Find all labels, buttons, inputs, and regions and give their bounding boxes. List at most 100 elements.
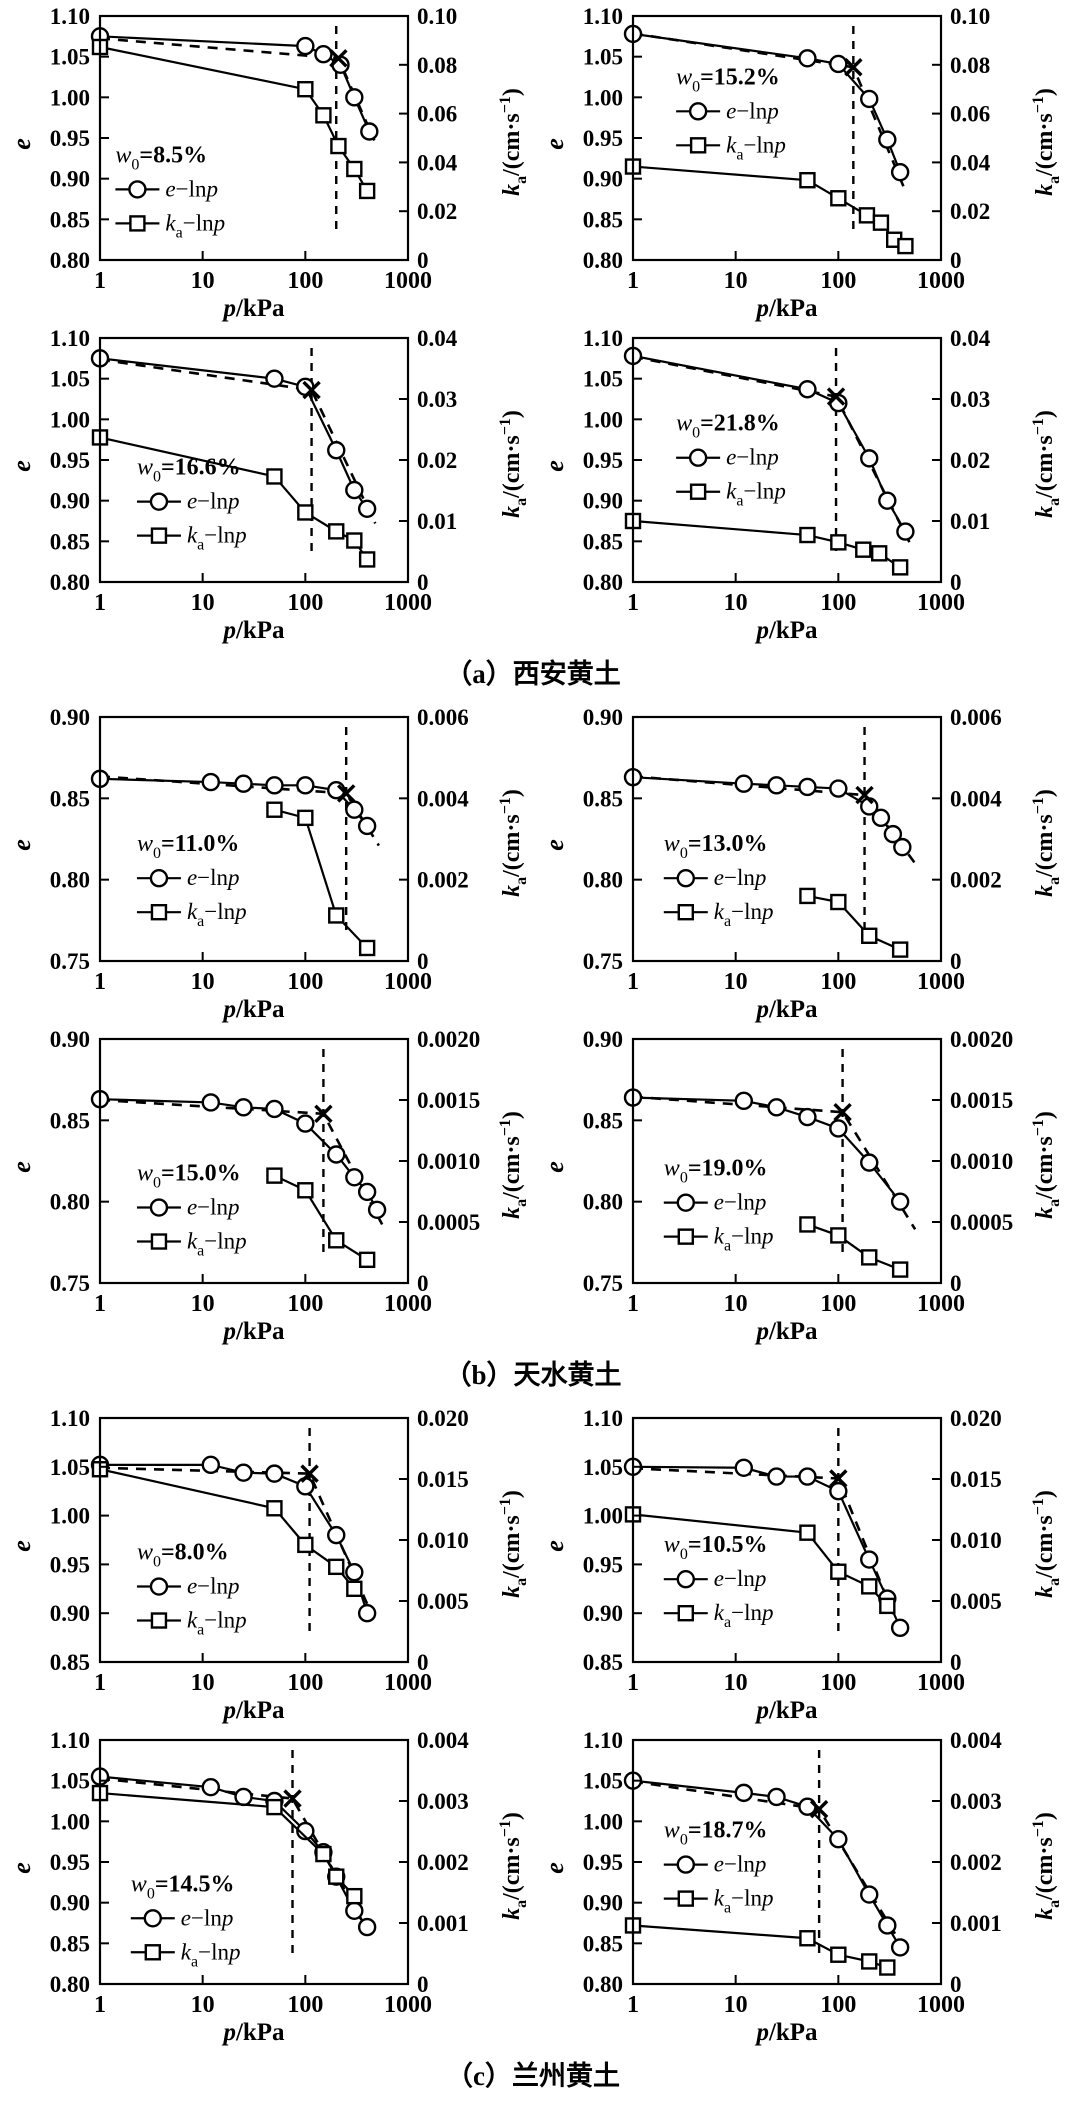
marker-circle [829, 1481, 848, 1501]
y-tick-label-right: 0.03 [950, 387, 990, 412]
y-tick-label-left: 0.80 [583, 868, 623, 893]
subplot-tianshui-w11.0: 0.75 0.80 0.85 0.90 0 0.002 0.004 0.006 1 10 100 10… [7, 705, 530, 1023]
x-tick-label: 10 [191, 1291, 215, 1317]
marker-square [830, 534, 847, 551]
axes-box [98, 715, 410, 963]
marker-circle [345, 480, 364, 500]
x-axis-label: p/kPa [754, 996, 818, 1023]
legend-entry-ka-lnp: ka−lnp [726, 132, 786, 163]
section-b-caption: （b）天水黄土 [444, 1360, 622, 1390]
marker-square [689, 137, 707, 154]
marker-square [872, 214, 890, 231]
x-tick-label: 10 [191, 268, 215, 294]
subplot-lanzhou-w8.0: 0.85 0.90 0.95 1.00 1.05 1.10 0 0.005 0.010 0.015… [7, 1406, 530, 1724]
x-tick-label: 100 [820, 1992, 856, 2018]
y-tick-label-left: 0.75 [583, 1271, 623, 1296]
y-tick-label-left: 0.90 [583, 1891, 623, 1916]
marker-circle [357, 499, 377, 519]
chart-group: 0.80 0.85 0.90 0.95 1.00 1.05 1.10 0 0.02 0.04 0.0… [7, 4, 530, 322]
marker-circle [767, 1098, 786, 1117]
marker-circle [296, 1477, 315, 1496]
subplot-lanzhou-w14.5: 0.80 0.85 0.90 0.95 1.00 1.05 1.10 0 0.001 0.002 0… [7, 1728, 530, 2046]
y-tick-label-left: 0.95 [50, 126, 90, 151]
y-tick-label-left: 0.85 [50, 786, 90, 811]
y-axis-label-left: e [7, 839, 36, 851]
marker-square [315, 107, 332, 124]
y-axis-label-right: ka/(cm·s−1) [497, 1812, 530, 1920]
y-tick-label-right: 0.02 [950, 199, 990, 224]
y-tick-label-right: 0 [950, 1650, 962, 1675]
yield-cross-marker [300, 1464, 319, 1483]
marker-circle [314, 45, 333, 64]
y-tick-label-left: 1.05 [583, 45, 623, 70]
x-tick-label: 1 [627, 1670, 639, 1696]
marker-square [830, 1227, 847, 1244]
subplot-tianshui-w19.0: 0.75 0.80 0.85 0.90 0 0.0005 0.0010 0.0015 0.002… [540, 1027, 1063, 1345]
marker-square [266, 1798, 283, 1816]
y-tick-label-left: 0.90 [583, 489, 623, 514]
y-tick-label-left: 0.75 [50, 949, 90, 974]
y-axis-label-left: e [7, 1540, 36, 1552]
legend-water-content: w0=19.0% [664, 1156, 768, 1187]
legend-entry-e-lnp: e−lnp [187, 865, 240, 890]
marker-square [328, 523, 345, 540]
legend-water-content: w0=15.2% [676, 64, 780, 95]
x-tick-label: 1 [627, 1291, 639, 1317]
marker-circle [871, 808, 891, 828]
y-tick-label-right: 0.0015 [950, 1088, 1013, 1113]
dashed-fit-line [99, 358, 377, 525]
marker-square [799, 526, 816, 544]
y-tick-label-right: 0.015 [950, 1467, 1002, 1492]
marker-circle [798, 1107, 817, 1127]
marker-square [799, 1930, 816, 1947]
y-tick-label-right: 0.004 [417, 786, 469, 811]
marker-circle [345, 1901, 364, 1921]
x-tick-label: 1000 [917, 1992, 965, 2018]
marker-circle [357, 816, 377, 836]
y-tick-label-left: 0.80 [583, 570, 623, 595]
y-tick-label-left: 1.00 [583, 1809, 623, 1834]
marker-square [677, 1228, 695, 1245]
legend-entry-ka-lnp: ka−lnp [165, 210, 225, 241]
marker-circle [128, 180, 147, 199]
marker-circle [327, 1525, 346, 1545]
chart-group: 0.80 0.85 0.90 0.95 1.00 1.05 1.10 0 0.02 0.04 0.0… [540, 4, 1063, 322]
marker-circle [767, 776, 786, 795]
y-tick-label-left: 1.00 [50, 1809, 90, 1834]
y-axis-label-right: ka/(cm·s−1) [497, 789, 530, 897]
y-tick-label-right: 0.0005 [417, 1210, 480, 1235]
y-tick-label-right: 0 [417, 1271, 429, 1296]
x-axis-label: p/kPa [754, 617, 818, 644]
marker-circle [676, 868, 696, 888]
y-tick-label-left: 0.90 [50, 489, 90, 514]
y-tick-label-left: 0.95 [50, 1552, 90, 1577]
legend-entry-ka-lnp: ka−lnp [187, 1229, 247, 1260]
marker-square [861, 1249, 878, 1266]
legend-entry-e-lnp: e−lnp [165, 176, 218, 201]
legend-entry-ka-lnp: ka−lnp [181, 1939, 241, 1970]
marker-square [297, 809, 314, 827]
marker-square [799, 1216, 816, 1233]
yield-cross-marker [302, 380, 321, 400]
y-tick-label-left: 1.05 [583, 1455, 623, 1480]
y-axis-label-left: e [540, 1540, 569, 1552]
x-tick-label: 10 [191, 590, 215, 616]
marker-square [830, 1563, 847, 1580]
y-axis-label-left: e [540, 138, 569, 150]
x-axis-label: p/kPa [754, 2019, 818, 2046]
axes-box [631, 336, 943, 584]
y-tick-label-left: 1.00 [583, 1504, 623, 1529]
marker-circle [345, 1563, 364, 1582]
y-tick-label-right: 0.04 [950, 150, 991, 175]
legend-entry-ka-lnp: ka−lnp [714, 1224, 774, 1255]
legend-entry-e-lnp: e−lnp [714, 1566, 767, 1591]
y-tick-label-right: 0 [417, 570, 429, 595]
marker-circle [829, 1119, 848, 1138]
y-tick-label-left: 0.85 [50, 529, 90, 554]
marker-square [266, 1167, 283, 1184]
y-axis-label-left: e [7, 138, 36, 150]
y-tick-label-left: 0.95 [50, 448, 90, 473]
x-tick-label: 1 [94, 268, 106, 294]
yield-cross-marker [844, 58, 863, 77]
series-line-ka-lnp [273, 1174, 368, 1261]
